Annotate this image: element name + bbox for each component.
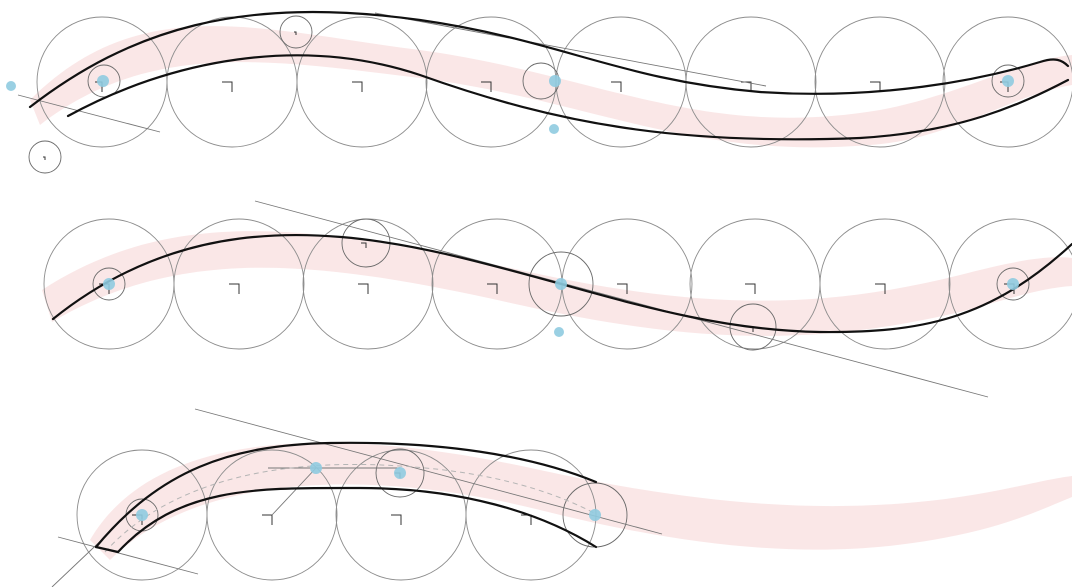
row-1-corner-7 <box>870 81 881 92</box>
row-3-corner-2 <box>262 514 273 525</box>
row-2-circle-7 <box>819 218 951 350</box>
row-3-marker-1 <box>136 509 148 521</box>
row-3-marker-2 <box>310 462 322 474</box>
row-3-tangent-left <box>57 536 199 575</box>
row-1-marker-3 <box>1002 75 1014 87</box>
row-1-tangent-right <box>374 12 767 87</box>
row-1-marker-1 <box>97 75 109 87</box>
row-3-tangent-diag-a <box>271 467 317 516</box>
row-2-small-tick-b <box>361 242 367 248</box>
row-1-corner-5 <box>611 81 622 92</box>
row-1 <box>6 11 1072 174</box>
row-2-small-circle-d <box>729 303 777 351</box>
row-3-curve-cap <box>94 545 120 554</box>
row-1-curves <box>28 11 1070 141</box>
row-3-curves <box>94 441 598 554</box>
row-3-corner-marks <box>132 514 532 525</box>
row-2-corner-2 <box>229 283 240 294</box>
row-3-corner-3 <box>391 514 402 525</box>
row-1-marker-5 <box>549 124 559 134</box>
row-2-small-circle-e <box>996 267 1030 301</box>
row-3-curve-top <box>94 441 598 549</box>
row-2-circle-2 <box>173 218 305 350</box>
row-3-curve-bottom <box>116 486 598 554</box>
row-2-corner-marks <box>99 283 1015 294</box>
row-1-markers <box>6 75 1014 134</box>
row-2-tangent-long <box>254 200 989 398</box>
row-3-band <box>90 442 1072 560</box>
row-1-corner-2 <box>222 81 233 92</box>
row-2-small-circle-c <box>528 251 594 317</box>
row-2-tangents <box>254 200 989 398</box>
row-2-small-circle-a <box>92 267 126 301</box>
row-2-corner-7 <box>875 283 886 294</box>
row-1-tangent-left <box>17 94 161 133</box>
row-2-marker-3 <box>1007 278 1019 290</box>
row-1-tangents <box>17 12 767 133</box>
row-1-small-circle-b <box>279 15 313 49</box>
row-2-marker-4 <box>554 327 564 337</box>
row-2-curve-main <box>51 234 1072 334</box>
row-1-circle-8 <box>942 16 1072 148</box>
row-2-corner-3 <box>358 283 369 294</box>
row-1-small-circle-e <box>991 64 1025 98</box>
row-3-centerline <box>104 463 597 553</box>
row-1-small-circle-c <box>28 140 62 174</box>
row-1-small-tick-c <box>43 156 46 160</box>
row-2-circle-8 <box>948 218 1072 350</box>
row-2-corner-5 <box>617 283 628 294</box>
row-3-markers <box>136 462 601 521</box>
row-3-tangents <box>51 408 663 587</box>
row-1-small-tick-b <box>294 31 297 35</box>
row-2-marker-2 <box>555 278 567 290</box>
row-1-curve-bottom <box>66 54 1070 141</box>
row-3 <box>51 408 1072 587</box>
row-3-tangent-long <box>194 408 663 535</box>
row-1-corner-3 <box>352 81 363 92</box>
row-3-circle-2 <box>206 449 338 581</box>
row-1-marker-4 <box>6 81 16 91</box>
row-2-marker-1 <box>103 278 115 290</box>
row-3-marker-3 <box>394 467 406 479</box>
row-1-curve-top <box>28 11 1070 109</box>
row-3-small-circle-b <box>375 448 425 498</box>
row-2-corner-6 <box>745 283 756 294</box>
row-1-circle-3 <box>296 16 428 148</box>
row-3-marker-4 <box>589 509 601 521</box>
row-2-curves <box>51 234 1072 334</box>
row-3-corner-4 <box>521 514 532 525</box>
row-1-circle-7 <box>814 16 946 148</box>
row-2-corner-4 <box>487 283 498 294</box>
row-2 <box>42 200 1072 398</box>
row-1-corner-4 <box>481 81 492 92</box>
row-2-markers <box>103 278 1019 337</box>
row-1-marker-2 <box>549 75 561 87</box>
